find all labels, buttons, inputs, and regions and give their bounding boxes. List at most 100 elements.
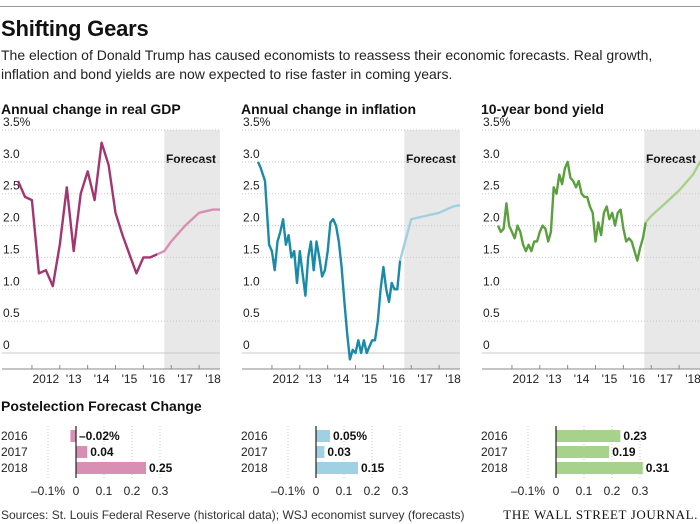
bar-category-label-gdp: 2016 (1, 429, 28, 443)
x-tick-label-gdp: '16 (149, 372, 165, 386)
y-tick-label-inflation: 2.5 (243, 179, 260, 193)
bar-gdp-2018 (76, 462, 146, 474)
bar-gdp-2016 (70, 430, 76, 442)
forecast-band-gdp (164, 130, 220, 369)
series-historical-bond (496, 160, 647, 262)
bar-category-label-gdp: 2017 (1, 445, 28, 459)
x-tick-label-inflation: '16 (389, 372, 405, 386)
bar-x-tick-label-bond: 0.2 (604, 484, 621, 498)
x-tick-label-bond: '16 (629, 372, 645, 386)
chart-title-inflation: Annual change in inflation (241, 101, 416, 117)
bar-x-tick-label-inflation: 0 (313, 484, 320, 498)
y-tick-label-bond: 2.0 (483, 211, 500, 225)
y-tick-label-gdp: 3.5% (3, 115, 31, 129)
bar-x-tick-label-gdp: 0.1 (96, 484, 113, 498)
publisher-logo: THE WALL STREET JOURNAL. (503, 507, 698, 522)
x-tick-label-gdp: '17 (177, 372, 193, 386)
x-tick-label-inflation: '14 (334, 372, 350, 386)
x-tick-label-inflation: 2012 (273, 372, 300, 386)
y-tick-label-inflation: 2.0 (243, 211, 260, 225)
x-tick-label-bond: '17 (657, 372, 673, 386)
x-tick-label-inflation: '15 (362, 372, 378, 386)
bar-x-tick-label-gdp: 0 (73, 484, 80, 498)
bar-category-label-inflation: 2018 (241, 461, 268, 475)
y-tick-label-gdp: 2.5 (3, 179, 20, 193)
bar-value-label-inflation: 0.03 (327, 445, 351, 459)
bar-value-label-inflation: 0.05% (333, 429, 367, 443)
bar-x-tick-label-inflation: 0.3 (392, 484, 409, 498)
y-tick-label-gdp: 2.0 (3, 211, 20, 225)
bar-bond-2018 (556, 462, 643, 474)
series-historical-gdp (16, 141, 158, 288)
y-tick-label-bond: 3.5% (483, 115, 511, 129)
y-tick-label-bond: 0.5 (483, 306, 500, 320)
bar-x-tick-label-bond: 0.1 (576, 484, 593, 498)
x-tick-label-bond: '18 (685, 372, 700, 386)
chart-description: The election of Donald Trump has caused … (1, 47, 653, 82)
x-tick-label-gdp: '14 (94, 372, 110, 386)
forecast-band-bond (644, 130, 700, 369)
bar-x-tick-label-gdp: –0.1% (31, 484, 65, 498)
bar-inflation-2017 (316, 446, 325, 458)
forecast-label-inflation: Forecast (406, 152, 456, 166)
bar-value-label-gdp: 0.25 (149, 461, 173, 475)
y-tick-label-gdp: 0.5 (3, 306, 20, 320)
x-tick-label-inflation: '18 (445, 372, 461, 386)
bar-x-tick-label-inflation: 0.2 (364, 484, 381, 498)
bar-inflation-2018 (316, 462, 358, 474)
x-tick-label-bond: '14 (574, 372, 590, 386)
chart-title-bond: 10-year bond yield (481, 101, 604, 117)
series-forecast-gdp (156, 208, 220, 256)
bar-category-label-bond: 2017 (481, 445, 508, 459)
source-note: Sources: St. Louis Federal Reserve (hist… (1, 508, 465, 522)
bar-x-tick-label-bond: 0.3 (632, 484, 649, 498)
bar-bond-2016 (556, 430, 621, 442)
bar-category-label-bond: 2018 (481, 461, 508, 475)
bar-bond-2017 (556, 446, 610, 458)
y-tick-label-inflation: 3.0 (243, 147, 260, 161)
y-tick-label-bond: 3.0 (483, 147, 500, 161)
series-forecast-inflation (398, 204, 461, 261)
top-rule (0, 6, 700, 7)
bar-x-tick-label-bond: –0.1% (511, 484, 545, 498)
bar-category-label-bond: 2016 (481, 429, 508, 443)
bar-x-tick-label-inflation: 0.1 (336, 484, 353, 498)
page-title: Shifting Gears (1, 16, 149, 41)
x-tick-label-gdp: '15 (122, 372, 138, 386)
y-tick-label-bond: 2.5 (483, 179, 500, 193)
charts-canvas: Annual change in real GDP Forecast 3.5% 3.0… (1, 101, 700, 498)
x-tick-label-inflation: '17 (417, 372, 433, 386)
x-tick-label-bond: '15 (602, 372, 618, 386)
x-tick-label-bond: 2012 (513, 372, 540, 386)
forecast-label-gdp: Forecast (166, 152, 216, 166)
y-tick-label-gdp: 3.0 (3, 147, 20, 161)
bar-x-tick-label-inflation: –0.1% (271, 484, 305, 498)
y-tick-label-bond: 1.0 (483, 274, 500, 288)
y-tick-label-inflation: 1.5 (243, 242, 260, 256)
x-tick-label-gdp: 2012 (33, 372, 60, 386)
bar-category-label-inflation: 2016 (241, 429, 268, 443)
bar-value-label-inflation: 0.15 (361, 461, 385, 475)
bar-gdp-2017 (76, 446, 88, 458)
x-tick-label-inflation: '13 (306, 372, 322, 386)
forecast-band-inflation (404, 130, 460, 369)
chart-title-gdp: Annual change in real GDP (1, 101, 181, 117)
x-tick-label-gdp: '18 (205, 372, 221, 386)
series-forecast-bond (644, 161, 700, 224)
y-tick-label-bond: 1.5 (483, 242, 500, 256)
y-tick-label-bond: 0 (483, 338, 490, 352)
y-tick-label-inflation: 1.0 (243, 274, 260, 288)
forecast-label-bond: Forecast (646, 152, 696, 166)
y-tick-label-gdp: 1.5 (3, 242, 20, 256)
y-tick-label-inflation: 3.5% (243, 115, 271, 129)
bar-value-label-bond: 0.31 (646, 461, 670, 475)
bar-value-label-gdp: –0.02% (79, 429, 120, 443)
bar-inflation-2016 (316, 430, 330, 442)
bar-x-tick-label-gdp: 0.3 (152, 484, 169, 498)
bar-x-tick-label-gdp: 0.2 (124, 484, 141, 498)
x-tick-label-gdp: '13 (66, 372, 82, 386)
bar-category-label-inflation: 2017 (241, 445, 268, 459)
y-tick-label-gdp: 0 (3, 338, 10, 352)
bar-section-title: Postelection Forecast Change (1, 398, 202, 414)
bar-value-label-bond: 0.23 (623, 429, 647, 443)
